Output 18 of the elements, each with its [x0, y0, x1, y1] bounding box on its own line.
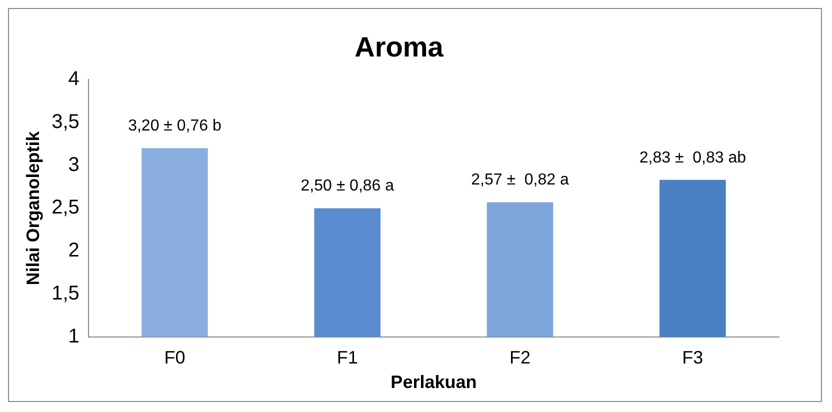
x-tick-label: F2	[510, 348, 531, 368]
chart-title: Aroma	[354, 32, 444, 63]
x-tick-label: F0	[164, 348, 186, 368]
y-tick-label: 1,5	[52, 282, 80, 304]
y-tick-label: 1	[68, 325, 80, 348]
y-tick-label: 4	[68, 68, 80, 90]
data-label: 2,83 ± 0,83 ab	[639, 149, 746, 166]
y-tick-label: 2	[68, 240, 80, 262]
x-tick-label: F1	[336, 348, 358, 368]
x-tick-label: F3	[682, 348, 704, 368]
data-label: 2,57 ± 0,82 a	[471, 172, 569, 189]
y-axis-title: Nilai Organoleptik	[22, 130, 43, 286]
data-label: 3,20 ± 0,76 b	[128, 118, 222, 135]
data-label: 2,50 ± 0,86 a	[300, 178, 394, 195]
x-axis-title: Perlakuan	[390, 372, 477, 392]
y-tick-label: 2,5	[52, 196, 80, 219]
y-tick-label: 3	[68, 154, 80, 176]
y-tick-label: 3,5	[52, 110, 80, 133]
